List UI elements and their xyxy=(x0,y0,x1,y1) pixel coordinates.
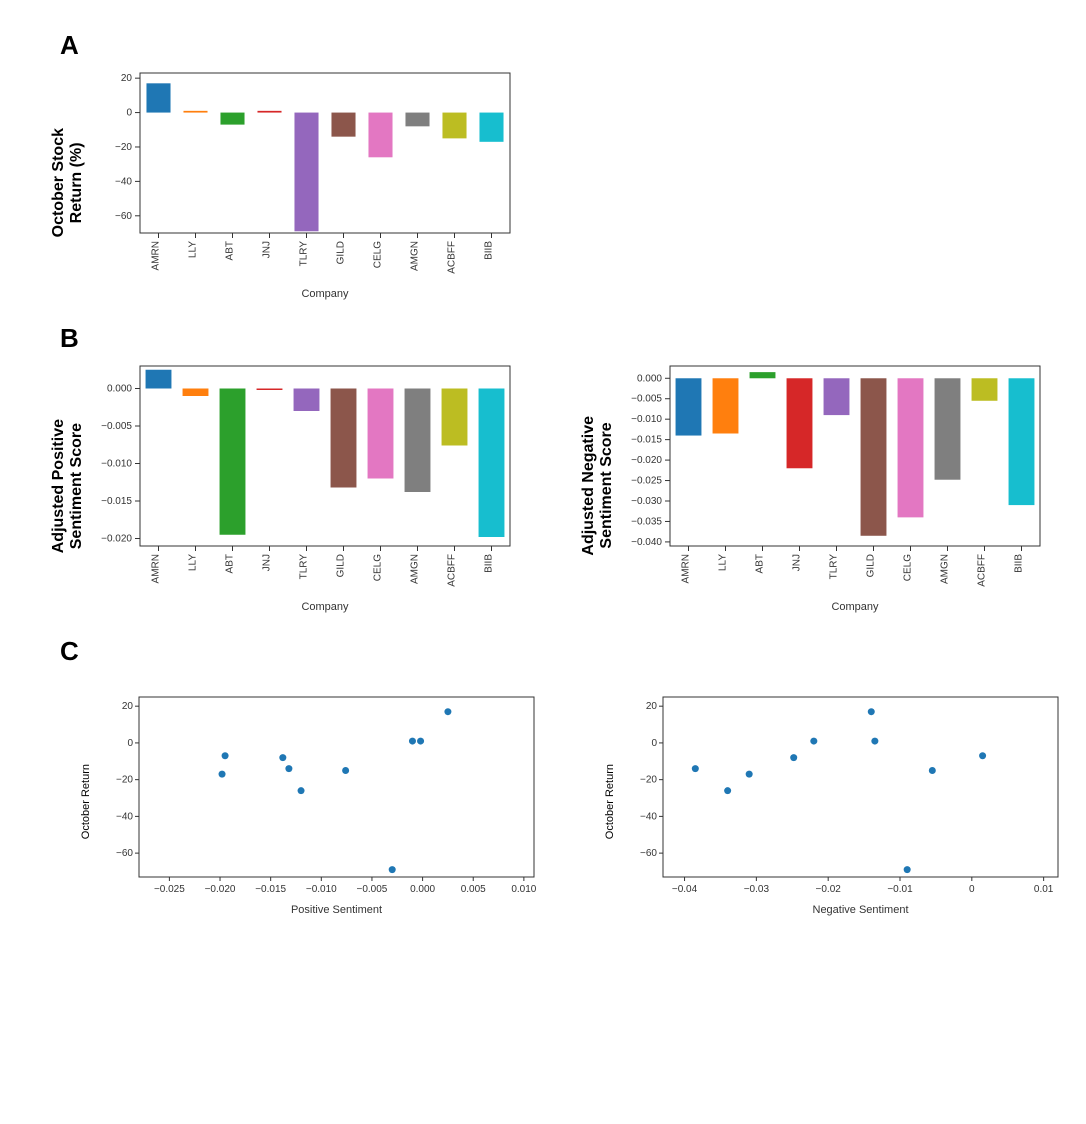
svg-text:20: 20 xyxy=(122,701,134,712)
svg-text:AMGN: AMGN xyxy=(940,554,951,584)
svg-text:AMRN: AMRN xyxy=(151,554,162,583)
svg-text:0.000: 0.000 xyxy=(410,884,435,895)
panel-c-right-ylabel: October Return xyxy=(604,764,616,839)
svg-text:Company: Company xyxy=(301,601,349,613)
svg-text:−0.025: −0.025 xyxy=(154,884,185,895)
svg-text:−0.015: −0.015 xyxy=(255,884,286,895)
svg-text:BIIB: BIIB xyxy=(484,554,495,573)
svg-text:0: 0 xyxy=(969,884,975,895)
panel-c-right-chart: −60 −40 −20 0 20 −0.04 −0.03 −0.02 −0.01 0 0.01 Neg… xyxy=(618,687,1068,917)
svg-text:−0.020: −0.020 xyxy=(101,534,132,545)
svg-text:−0.035: −0.035 xyxy=(631,516,662,527)
svg-text:−0.010: −0.010 xyxy=(631,414,662,425)
panel-b-left-chart: −0.020 −0.015 −0.010 −0.005 0.000 AMRN LLY ABT J… xyxy=(90,356,520,616)
svg-text:−60: −60 xyxy=(116,848,133,859)
svg-text:BIIB: BIIB xyxy=(484,241,495,260)
svg-text:−0.015: −0.015 xyxy=(101,496,132,507)
svg-text:ACBFF: ACBFF xyxy=(977,554,988,587)
svg-text:TLRY: TLRY xyxy=(299,241,310,267)
svg-text:−0.04: −0.04 xyxy=(672,884,698,895)
svg-text:CELG: CELG xyxy=(903,554,914,581)
svg-text:CELG: CELG xyxy=(373,554,384,581)
svg-text:−0.01: −0.01 xyxy=(887,884,913,895)
svg-text:−0.040: −0.040 xyxy=(631,537,662,548)
panel-c: C October Return −60 −40 −20 0 20 −0.025 −0.02… xyxy=(20,636,1066,917)
svg-text:−0.015: −0.015 xyxy=(631,435,662,446)
svg-text:0.000: 0.000 xyxy=(637,373,662,384)
panel-b-left-ylabel: Adjusted PositiveSentiment Score xyxy=(50,419,86,553)
svg-text:AMGN: AMGN xyxy=(410,241,421,271)
svg-text:Company: Company xyxy=(831,601,879,613)
svg-text:−0.010: −0.010 xyxy=(306,884,337,895)
svg-text:0: 0 xyxy=(651,738,657,749)
svg-text:AMRN: AMRN xyxy=(681,554,692,583)
panel-a-chart: −60 −40 −20 0 20 AMRN LLY ABT JNJ TLRY GILD CELG AMG… xyxy=(90,63,520,303)
svg-text:ACBFF: ACBFF xyxy=(447,241,458,274)
svg-text:−20: −20 xyxy=(116,775,133,786)
svg-text:AMRN: AMRN xyxy=(151,241,162,270)
svg-text:Positive Sentiment: Positive Sentiment xyxy=(291,904,382,916)
svg-text:20: 20 xyxy=(121,73,133,84)
svg-text:−20: −20 xyxy=(115,142,132,153)
svg-text:−20: −20 xyxy=(640,775,657,786)
svg-text:−0.03: −0.03 xyxy=(744,884,770,895)
panel-a: A October StockReturn (%) −60 −40 −20 0 20 AM… xyxy=(20,30,1066,303)
svg-text:0.000: 0.000 xyxy=(107,384,132,395)
svg-text:−40: −40 xyxy=(116,811,133,822)
svg-text:−60: −60 xyxy=(640,848,657,859)
svg-text:Negative Sentiment: Negative Sentiment xyxy=(813,904,909,916)
svg-text:−0.020: −0.020 xyxy=(205,884,236,895)
svg-text:−0.005: −0.005 xyxy=(101,421,132,432)
svg-text:0.01: 0.01 xyxy=(1034,884,1054,895)
panel-a-label: A xyxy=(60,30,1066,61)
svg-text:0.010: 0.010 xyxy=(511,884,536,895)
svg-text:GILD: GILD xyxy=(336,241,347,264)
svg-text:0: 0 xyxy=(127,738,133,749)
svg-text:ABT: ABT xyxy=(225,554,236,573)
svg-text:−0.025: −0.025 xyxy=(631,476,662,487)
svg-text:−0.010: −0.010 xyxy=(101,459,132,470)
svg-text:JNJ: JNJ xyxy=(262,554,273,571)
panel-b-label: B xyxy=(60,323,1066,354)
svg-text:ABT: ABT xyxy=(755,554,766,573)
svg-text:AMGN: AMGN xyxy=(410,554,421,584)
svg-text:JNJ: JNJ xyxy=(792,554,803,571)
svg-text:ACBFF: ACBFF xyxy=(447,554,458,587)
svg-text:−0.005: −0.005 xyxy=(357,884,388,895)
svg-text:LLY: LLY xyxy=(188,554,199,571)
svg-text:BIIB: BIIB xyxy=(1014,554,1025,573)
svg-text:−40: −40 xyxy=(115,176,132,187)
panel-b: B Adjusted PositiveSentiment Score −0.02… xyxy=(20,323,1066,616)
panel-a-ylabel: October StockReturn (%) xyxy=(50,128,86,237)
svg-text:LLY: LLY xyxy=(188,241,199,258)
svg-text:−60: −60 xyxy=(115,211,132,222)
svg-text:Company: Company xyxy=(301,288,349,300)
svg-text:GILD: GILD xyxy=(866,554,877,577)
svg-text:TLRY: TLRY xyxy=(829,554,840,580)
svg-text:−0.005: −0.005 xyxy=(631,394,662,405)
svg-text:JNJ: JNJ xyxy=(262,241,273,258)
svg-text:TLRY: TLRY xyxy=(299,554,310,580)
panel-c-left-ylabel: October Return xyxy=(80,764,92,839)
svg-text:−0.030: −0.030 xyxy=(631,496,662,507)
svg-text:ABT: ABT xyxy=(225,241,236,260)
svg-text:−40: −40 xyxy=(640,811,657,822)
svg-text:0.005: 0.005 xyxy=(461,884,486,895)
panel-b-right-chart: −0.040 −0.035 −0.030 −0.025 −0.020 −0.015 −0.0… xyxy=(620,356,1050,616)
svg-text:GILD: GILD xyxy=(336,554,347,577)
panel-c-label: C xyxy=(60,636,1066,667)
svg-text:20: 20 xyxy=(646,701,658,712)
svg-text:0: 0 xyxy=(126,108,132,119)
svg-text:CELG: CELG xyxy=(373,241,384,268)
panel-c-left-chart: −60 −40 −20 0 20 −0.025 −0.020 −0.015 −0.010 −0.0… xyxy=(94,687,544,917)
svg-text:−0.020: −0.020 xyxy=(631,455,662,466)
svg-text:−0.02: −0.02 xyxy=(816,884,842,895)
svg-text:LLY: LLY xyxy=(718,554,729,571)
panel-b-right-ylabel: Adjusted NegativeSentiment Score xyxy=(580,416,616,556)
